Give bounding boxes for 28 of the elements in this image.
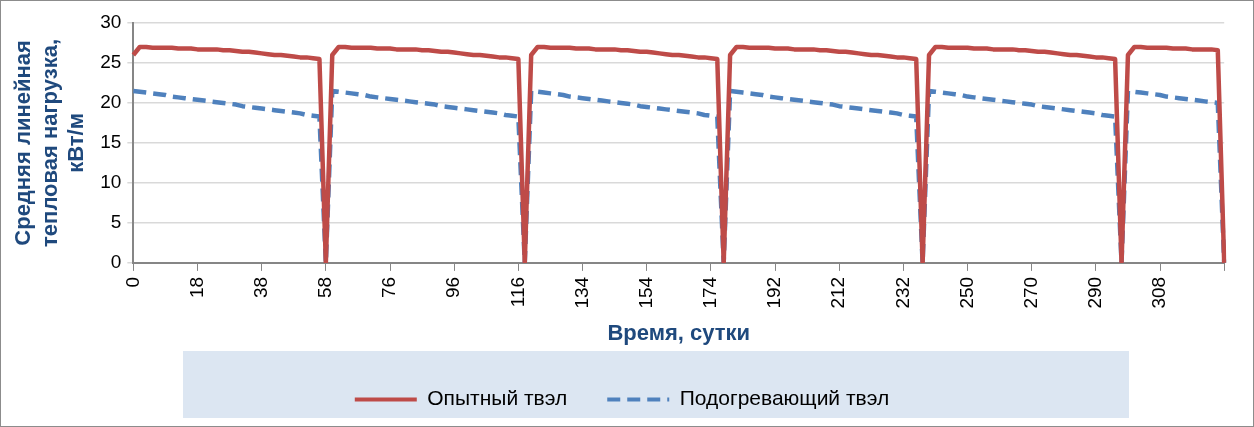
y-tick-label: 5 [110, 211, 122, 233]
x-tick-label: 212 [827, 276, 849, 309]
y-tick-label: 20 [100, 91, 122, 113]
x-tick-label: 116 [506, 276, 528, 308]
legend-label: Опытный твэл [427, 386, 568, 410]
x-tick-label: 232 [891, 276, 913, 309]
y-tick-label: 0 [110, 251, 122, 273]
x-tick-label: 96 [442, 276, 464, 299]
y-tick-label: 15 [100, 131, 122, 153]
x-tick-label: 174 [699, 276, 721, 309]
legend-label: Подогревающий твэл [679, 386, 890, 410]
x-tick-label: 76 [378, 276, 400, 299]
x-tick-label: 154 [634, 276, 656, 309]
x-tick-label: 58 [314, 276, 336, 299]
x-tick-label: 192 [763, 276, 785, 309]
y-tick-label: 25 [100, 51, 122, 73]
x-tick-label: 250 [955, 276, 977, 309]
x-tick-label: 290 [1084, 276, 1106, 309]
x-tick-label: 134 [570, 276, 592, 309]
x-tick-label: 0 [121, 276, 143, 288]
x-tick-label: 308 [1148, 276, 1170, 309]
y-tick-label: 10 [100, 171, 122, 193]
x-tick-label: 270 [1019, 276, 1041, 309]
y-axis-title: Средняя линейная тепловая нагрузка, кВт/м [10, 38, 89, 247]
x-tick-label: 18 [185, 276, 207, 299]
x-tick-label: 38 [249, 276, 271, 299]
x-axis-title: Время, сутки [607, 319, 751, 345]
y-tick-label: 30 [100, 11, 122, 33]
